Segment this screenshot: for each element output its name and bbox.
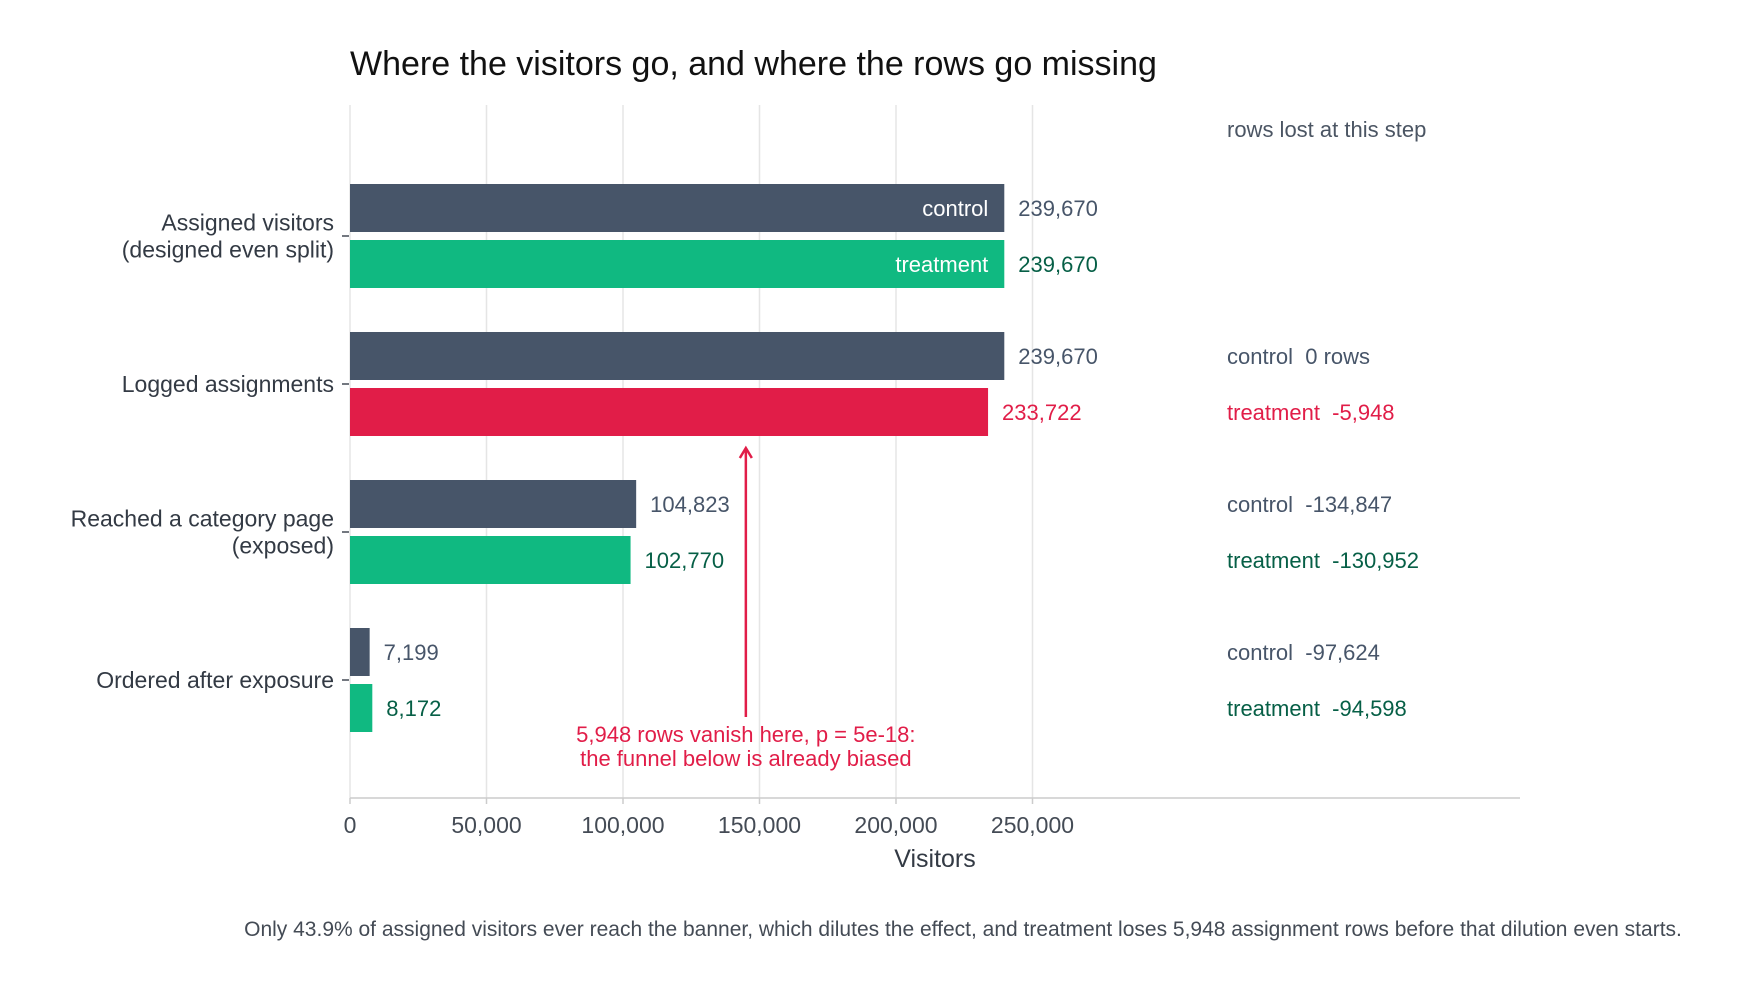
rows-lost-control-3: control -97,624 (1227, 640, 1380, 665)
value-label-control-2: 104,823 (650, 492, 730, 517)
rows-lost-control-1: control 0 rows (1227, 344, 1370, 369)
bars (350, 184, 1005, 732)
x-tick-label-1: 50,000 (451, 812, 521, 838)
bar-control-0 (350, 184, 1005, 232)
value-label-treatment-2: 102,770 (645, 548, 725, 573)
x-tick-label-4: 200,000 (854, 812, 937, 838)
rows-lost-panel: rows lost at this step control 0 rows tre… (1227, 117, 1426, 721)
category-label-2-0: Reached a category page (71, 506, 334, 532)
annotation-text-0: 5,948 rows vanish here, p = 5e-18: (576, 722, 915, 747)
annotation: 5,948 rows vanish here, p = 5e-18:the fu… (576, 445, 916, 771)
category-label-2-1: (exposed) (232, 533, 334, 559)
value-label-treatment-0: 239,670 (1018, 252, 1098, 277)
category-label-3-0: Ordered after exposure (96, 667, 334, 693)
chart-title: Where the visitors go, and where the row… (350, 45, 1157, 83)
x-tick-label-5: 250,000 (991, 812, 1074, 838)
bar-treatment-2 (350, 536, 631, 584)
value-label-control-0: 239,670 (1018, 196, 1098, 221)
x-tick-label-0: 0 (344, 812, 357, 838)
value-label-treatment-1: 233,722 (1002, 400, 1082, 425)
value-label-control-3: 7,199 (384, 640, 439, 665)
rows-lost-control-2: control -134,847 (1227, 492, 1392, 517)
x-tick-label-3: 150,000 (718, 812, 801, 838)
x-axis: 0 50,000 100,000 150,000 200,000 250,000 (344, 797, 1520, 838)
footnote: Only 43.9% of assigned visitors ever rea… (244, 918, 1682, 941)
annotation-arrow-head (738, 445, 753, 459)
category-labels: Assigned visitors(designed even split) Lo… (71, 210, 349, 693)
value-label-treatment-3: 8,172 (386, 696, 441, 721)
bar-treatment-0 (350, 240, 1005, 288)
rows-lost-treatment-3: treatment -94,598 (1227, 696, 1407, 721)
rows-lost-header: rows lost at this step (1227, 117, 1426, 142)
rows-lost-treatment-2: treatment -130,952 (1227, 548, 1419, 573)
x-tick-label-2: 100,000 (581, 812, 664, 838)
value-label-control-1: 239,670 (1018, 344, 1098, 369)
bar-series-label-control: control (922, 196, 988, 221)
x-axis-title: Visitors (894, 845, 976, 873)
annotation-text-1: the funnel below is already biased (580, 746, 911, 771)
category-label-0-1: (designed even split) (122, 237, 334, 263)
bar-treatment-3 (350, 684, 373, 732)
category-label-1-0: Logged assignments (122, 371, 334, 397)
rows-lost-treatment-1: treatment -5,948 (1227, 400, 1395, 425)
category-label-0-0: Assigned visitors (161, 210, 334, 236)
bar-control-1 (350, 332, 1005, 380)
bar-treatment-1 (350, 388, 989, 436)
bar-series-label-treatment: treatment (895, 252, 988, 277)
bar-control-2 (350, 480, 637, 528)
bar-control-3 (350, 628, 370, 676)
value-labels: control 239,670 treatment 239,670 239,670 233… (384, 196, 1098, 721)
